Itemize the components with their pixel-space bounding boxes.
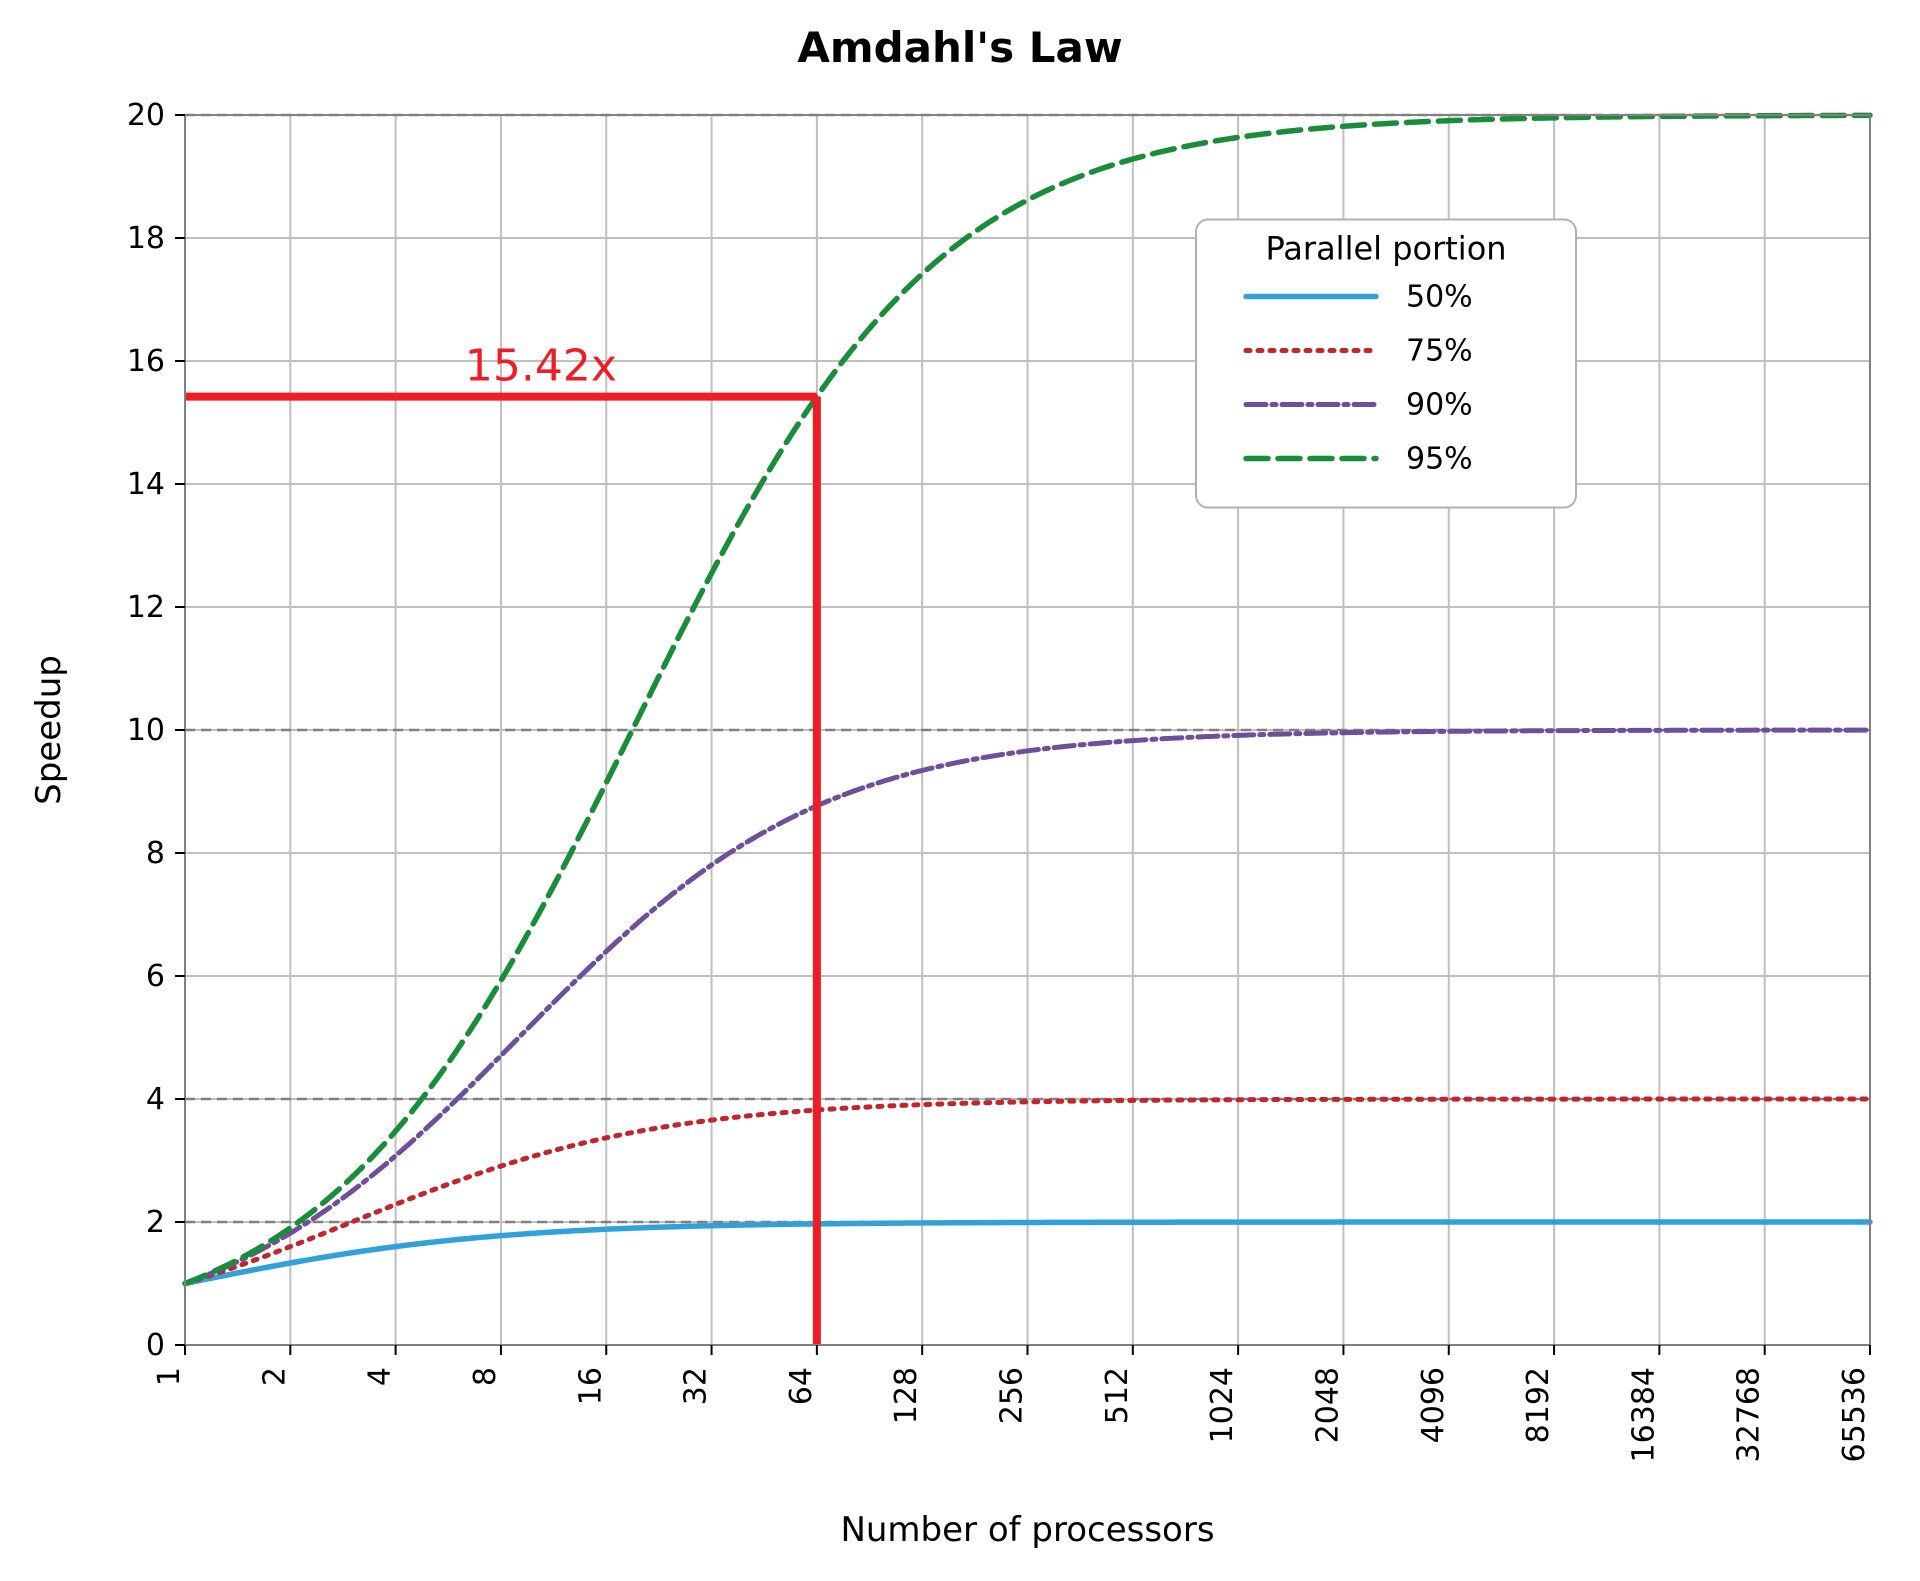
legend: Parallel portion 50% 75% 90% 95%: [1196, 220, 1576, 508]
legend-item-label: 50%: [1406, 280, 1473, 315]
annotation-label: 15.42x: [465, 341, 617, 392]
x-tick-label: 256: [995, 1367, 1030, 1424]
amdahl-chart: Amdahl's Law15.42x1248163264128256512102…: [0, 0, 1920, 1581]
x-tick-label: 1: [152, 1367, 187, 1386]
x-tick-label: 4: [363, 1367, 398, 1386]
x-tick-label: 512: [1100, 1367, 1135, 1424]
x-tick-label: 4096: [1416, 1367, 1451, 1443]
y-tick-label: 6: [146, 959, 165, 994]
x-tick-label: 8: [468, 1367, 503, 1386]
x-tick-label: 2: [257, 1367, 292, 1386]
x-tick-label: 65536: [1837, 1367, 1872, 1462]
y-tick-label: 14: [127, 467, 165, 502]
x-tick-label: 2048: [1310, 1367, 1345, 1443]
legend-item-label: 75%: [1406, 334, 1473, 369]
legend-title: Parallel portion: [1265, 230, 1506, 268]
y-tick-label: 16: [127, 344, 165, 379]
y-tick-label: 2: [146, 1205, 165, 1240]
chart-svg: Amdahl's Law15.42x1248163264128256512102…: [0, 0, 1920, 1581]
y-tick-label: 18: [127, 221, 165, 256]
y-tick-label: 8: [146, 836, 165, 871]
y-tick-label: 10: [127, 713, 165, 748]
x-tick-label: 1024: [1205, 1367, 1240, 1443]
x-tick-label: 32768: [1732, 1367, 1767, 1462]
y-tick-label: 0: [146, 1328, 165, 1363]
y-tick-label: 12: [127, 590, 165, 625]
x-tick-label: 32: [679, 1367, 714, 1405]
x-tick-label: 16: [573, 1367, 608, 1405]
x-tick-label: 128: [889, 1367, 924, 1424]
y-axis-label: Speedup: [29, 655, 69, 805]
legend-item-label: 90%: [1406, 388, 1473, 423]
legend-item-label: 95%: [1406, 442, 1473, 477]
x-tick-label: 8192: [1521, 1367, 1556, 1443]
chart-title: Amdahl's Law: [797, 23, 1122, 72]
x-tick-label: 64: [784, 1367, 819, 1405]
y-tick-label: 4: [146, 1082, 165, 1117]
y-tick-label: 20: [127, 98, 165, 133]
x-axis-label: Number of processors: [840, 1510, 1214, 1550]
x-tick-label: 16384: [1626, 1367, 1661, 1462]
